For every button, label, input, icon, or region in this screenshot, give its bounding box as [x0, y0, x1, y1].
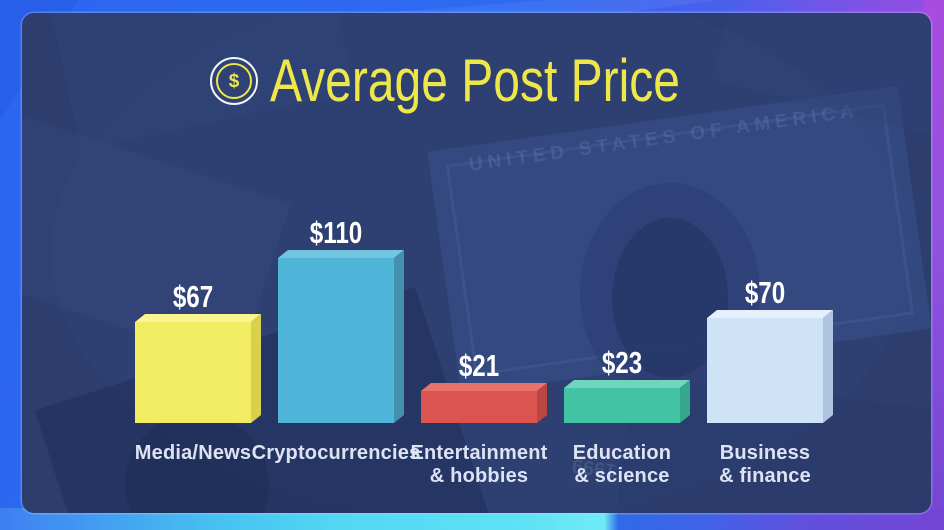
bar-value-label: $110: [309, 215, 363, 250]
bar-group: $67 Media/News: [135, 280, 261, 464]
bar-category-label: Entertainment & hobbies: [410, 442, 548, 487]
bar-group: $70 Business & finance: [707, 276, 833, 487]
bar-value-label: $23: [601, 345, 643, 380]
dollar-coin-icon: $: [210, 57, 258, 105]
chart-header: $ Average Post Price: [210, 46, 783, 116]
bar-value-label: $21: [458, 348, 500, 383]
bar-group: $21 Entertainment & hobbies: [410, 349, 547, 487]
bar-group: $23 Education & science: [564, 346, 690, 487]
bar-category-label: Media/News: [134, 442, 252, 464]
frame-bottom-gradient: [0, 508, 944, 530]
bar-3d: [278, 250, 404, 423]
bars-row: $67 Media/News $110 Cryptocurrencies $21 Ente…: [135, 216, 833, 487]
bar-3d: [564, 380, 690, 423]
bar-category-label: Cryptocurrencies: [251, 442, 421, 464]
bar-3d: [707, 310, 833, 423]
dollar-sign: $: [216, 63, 252, 99]
bar-3d: [135, 314, 261, 423]
bar-3d: [421, 383, 547, 423]
page-title: Average Post Price: [270, 47, 680, 114]
background-collage: UNITED STATES OF AMERICA 1999: [22, 13, 931, 513]
bar-category-label: Business & finance: [719, 442, 811, 487]
bar-value-label: $67: [172, 279, 214, 314]
chart-panel: UNITED STATES OF AMERICA 1999 $ Average …: [22, 13, 931, 513]
bar-value-label: $70: [744, 275, 786, 310]
bar-category-label: Education & science: [572, 442, 672, 487]
bar-group: $110 Cryptocurrencies: [252, 216, 421, 464]
